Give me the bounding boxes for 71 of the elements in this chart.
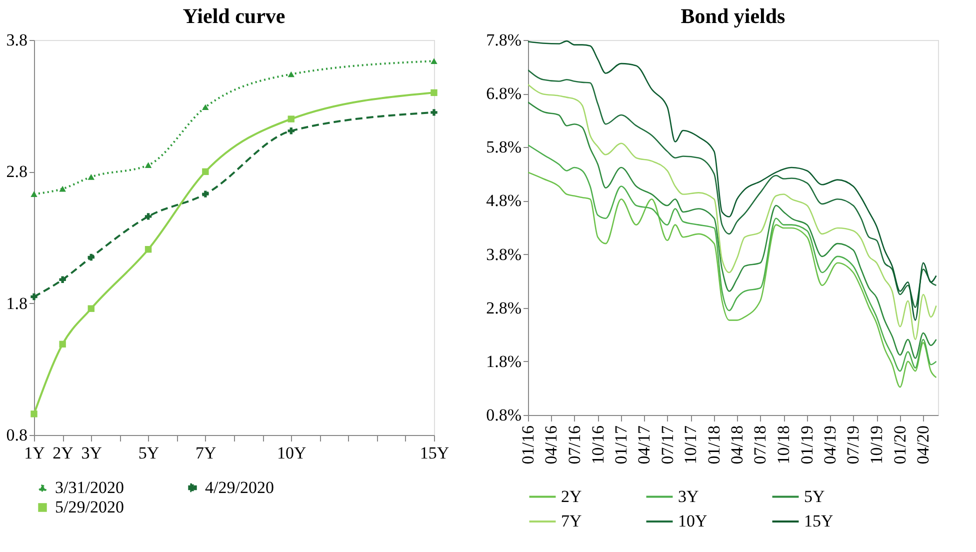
point	[59, 276, 66, 283]
point	[88, 305, 94, 312]
line-series	[528, 144, 937, 372]
y-tick-label: 1.8%	[486, 352, 522, 371]
point	[30, 410, 38, 418]
x-tick-label: 04/20	[914, 426, 933, 464]
point	[144, 162, 152, 168]
y-tick-label: 2.8%	[486, 298, 522, 318]
point	[430, 89, 438, 96]
x-tick-label: 15Y	[420, 444, 450, 462]
x-tick-label: 04/16	[542, 426, 561, 464]
point	[30, 191, 38, 197]
x-tick-label: 07/19	[844, 426, 863, 464]
line-series	[528, 172, 937, 388]
x-tick-label: 01/17	[612, 425, 631, 464]
x-tick-label: 07/16	[564, 426, 584, 464]
x-tick-label: 07/17	[658, 425, 677, 464]
y-tick-label: 6.8%	[486, 84, 522, 104]
point	[59, 186, 66, 192]
point	[202, 190, 209, 198]
x-tick-label: 7Y	[196, 444, 216, 462]
x-tick-label: 04/19	[820, 426, 840, 464]
point	[144, 213, 152, 220]
legend-label: 4/29/2020	[205, 478, 274, 497]
x-tick-label: 2Y	[52, 444, 74, 462]
x-tick-label: 10/19	[867, 426, 886, 464]
y-tick-label: 1.8	[6, 294, 28, 313]
x-tick-label: 01/20	[890, 426, 910, 464]
x-tick-label: 3Y	[81, 444, 102, 462]
y-tick-label: 4.8%	[486, 191, 522, 210]
point	[430, 109, 438, 116]
chart-title: Yield curve	[182, 4, 286, 28]
legend-label: 7Y	[561, 512, 582, 530]
x-tick-label: 5Y	[138, 444, 160, 462]
legend-label: 3Y	[678, 486, 699, 506]
x-tick-label: 01/16	[518, 426, 538, 464]
y-tick-label: 0.8	[6, 426, 28, 444]
x-tick-label: 10/17	[681, 425, 700, 464]
point	[30, 293, 38, 300]
y-tick-label: 5.8%	[486, 138, 522, 157]
legend-label: 5Y	[804, 486, 825, 506]
point	[430, 58, 438, 64]
x-tick-label: 10/18	[774, 426, 794, 464]
point	[288, 116, 294, 122]
y-tick-label: 3.8	[6, 30, 28, 50]
point	[288, 71, 294, 78]
y-tick-label: 0.8%	[486, 406, 522, 424]
x-tick-label: 01/19	[798, 426, 817, 464]
x-tick-label: 04/17	[634, 425, 654, 464]
y-tick-label: 2.8	[6, 162, 28, 182]
x-tick-label: 10/16	[588, 426, 608, 464]
point	[202, 104, 209, 110]
x-tick-label: 04/18	[728, 426, 747, 464]
legend-label: 15Y	[804, 512, 834, 530]
y-tick-label: 7.8%	[486, 30, 522, 50]
x-tick-label: 1Y	[24, 444, 45, 462]
x-tick-label: 01/18	[704, 426, 724, 464]
point	[88, 254, 94, 261]
legend-label: 5/29/2020	[55, 498, 124, 516]
legend-label: 3/31/2020	[55, 478, 124, 497]
point	[88, 174, 94, 180]
x-tick-label: 07/18	[750, 426, 770, 464]
y-tick-label: 3.8%	[486, 244, 522, 264]
point	[202, 168, 209, 176]
legend-label: 10Y	[678, 512, 708, 530]
point	[59, 340, 66, 348]
legend-label: 2Y	[561, 486, 582, 506]
point	[288, 127, 294, 134]
chart-title: Bond yields	[680, 4, 786, 28]
point	[144, 246, 152, 253]
x-tick-label: 10Y	[277, 444, 306, 462]
